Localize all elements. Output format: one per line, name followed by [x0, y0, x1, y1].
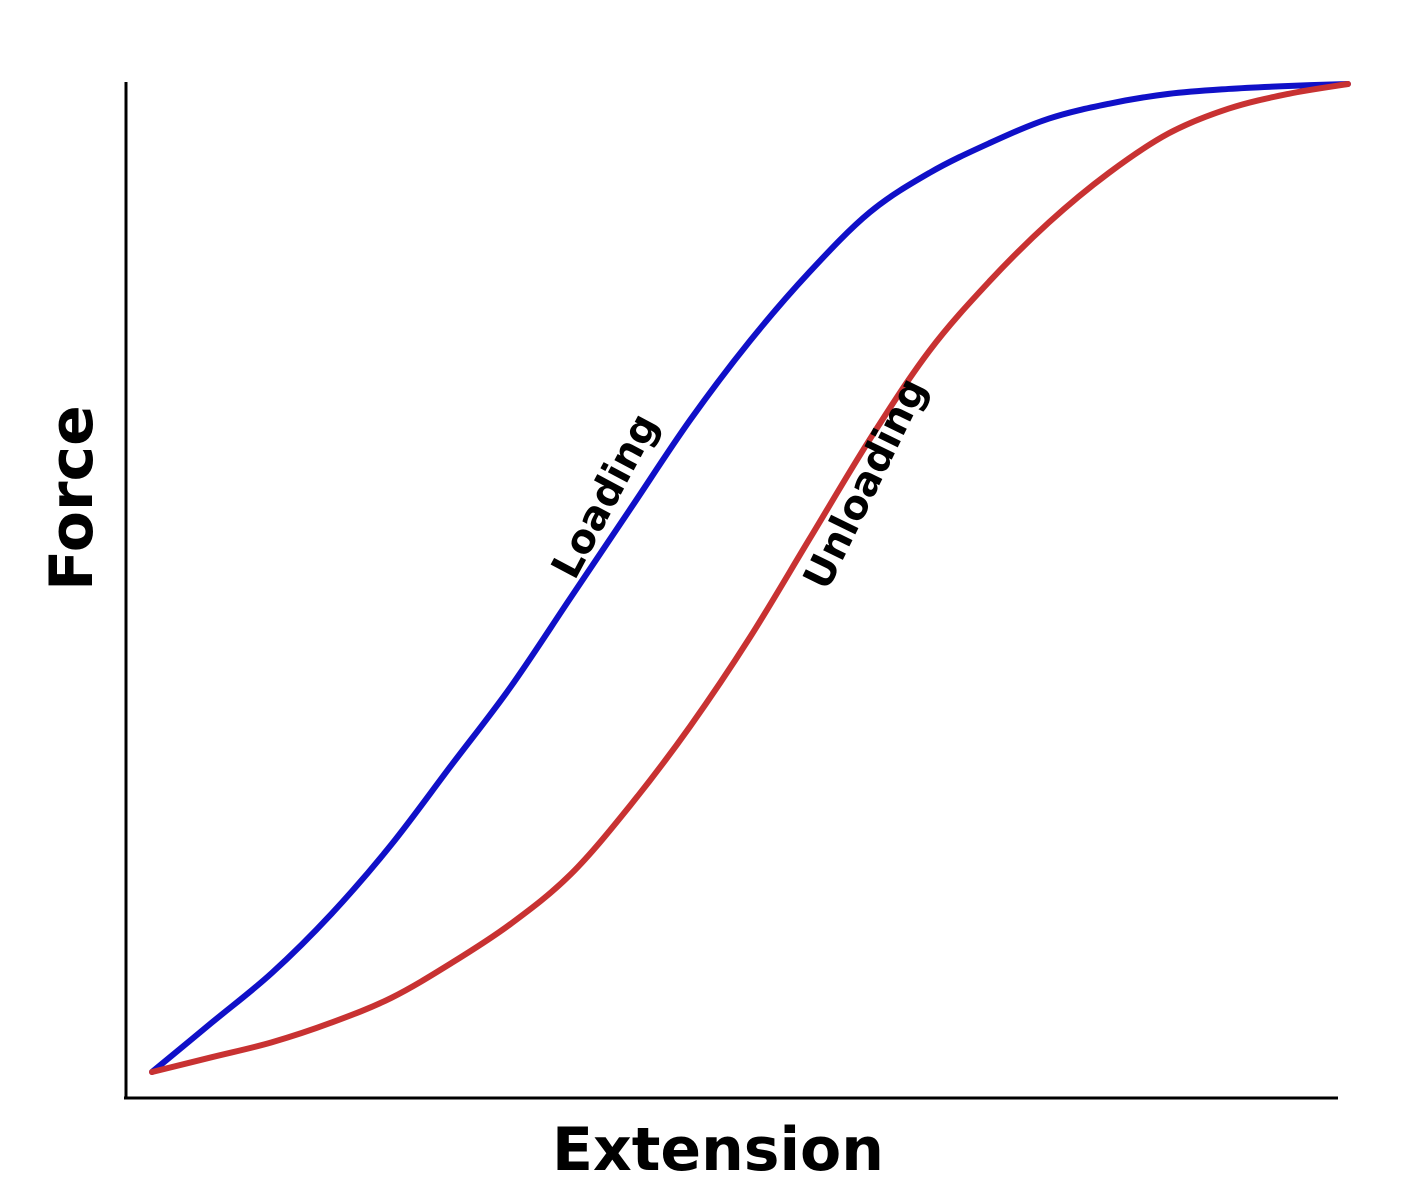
- axes: [124, 82, 1338, 1100]
- y-axis-label: Force: [37, 405, 107, 591]
- series-layer: [149, 81, 1351, 1075]
- series-label-loading: Loading: [543, 406, 668, 586]
- series-line-unloading: [149, 81, 1351, 1075]
- series-line-loading: [149, 81, 1351, 1075]
- x-axis-label: Extension: [552, 1115, 884, 1185]
- series-label-unloading: Unloading: [795, 371, 937, 597]
- labels-layer: Extension Force Loading Unloading: [37, 371, 936, 1185]
